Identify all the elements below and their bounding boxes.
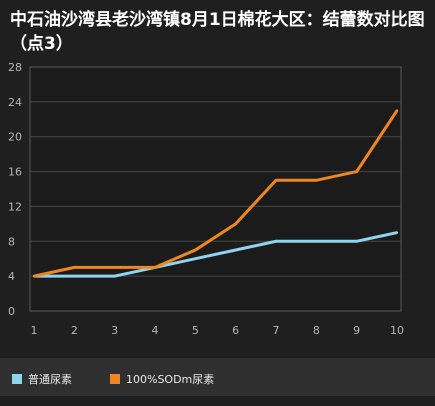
y-tick-label: 16 bbox=[8, 166, 22, 179]
legend-item-series-2: 100%SODm尿素 bbox=[110, 371, 214, 387]
data-point-series-2 bbox=[274, 179, 278, 182]
series-line-2 bbox=[33, 109, 399, 278]
data-point-series-1 bbox=[274, 240, 278, 243]
data-point-series-1 bbox=[194, 257, 197, 260]
legend-label-series-2: 100%SODm尿素 bbox=[126, 373, 215, 386]
legend-swatch-series-2 bbox=[110, 374, 120, 384]
legend-label-series-1: 普通尿素 bbox=[28, 373, 72, 386]
y-tick-label: 28 bbox=[8, 61, 22, 74]
chart-title: 中石油沙湾县老沙湾镇8月1日棉花大区：结蕾数对比图（点3） bbox=[10, 10, 425, 54]
legend-swatch-series-1 bbox=[12, 374, 22, 384]
x-tick-label: 1 bbox=[31, 324, 38, 337]
y-tick-label: 4 bbox=[8, 270, 15, 283]
y-tick-label: 8 bbox=[8, 235, 15, 248]
data-point-series-1 bbox=[113, 274, 116, 278]
y-tick-label: 0 bbox=[8, 305, 15, 318]
x-tick-label: 10 bbox=[390, 324, 404, 337]
data-point-series-1 bbox=[395, 231, 399, 234]
x-tick-label: 8 bbox=[313, 324, 320, 337]
y-tick-label: 12 bbox=[8, 200, 22, 213]
x-tick-label: 6 bbox=[232, 324, 239, 337]
x-tick-label: 2 bbox=[71, 324, 78, 337]
x-tick-label: 7 bbox=[273, 324, 280, 337]
x-tick-label: 5 bbox=[192, 324, 199, 337]
data-point-series-2 bbox=[315, 179, 318, 182]
data-point-series-2 bbox=[32, 274, 36, 278]
data-point-series-1 bbox=[315, 240, 318, 243]
data-point-series-1 bbox=[73, 274, 76, 278]
data-point-series-2 bbox=[355, 170, 358, 173]
data-point-series-2 bbox=[113, 266, 116, 269]
data-point-series-1 bbox=[355, 240, 358, 243]
data-point-series-2 bbox=[395, 109, 399, 112]
y-tick-label: 24 bbox=[8, 96, 22, 109]
data-point-series-2 bbox=[234, 222, 237, 226]
legend-item-series-1: 普通尿素 bbox=[12, 371, 72, 387]
data-point-series-2 bbox=[153, 266, 157, 269]
x-tick-label: 4 bbox=[152, 324, 159, 337]
x-tick-label: 3 bbox=[111, 324, 118, 337]
data-point-series-2 bbox=[194, 248, 197, 252]
x-tick-label: 9 bbox=[353, 324, 360, 337]
y-tick-label: 20 bbox=[8, 131, 22, 144]
data-point-series-1 bbox=[234, 248, 237, 252]
legend: 普通尿素 100%SODm尿素 bbox=[0, 358, 435, 396]
plot-area bbox=[29, 66, 402, 312]
data-point-series-2 bbox=[73, 266, 76, 269]
series-line-1 bbox=[34, 231, 398, 278]
